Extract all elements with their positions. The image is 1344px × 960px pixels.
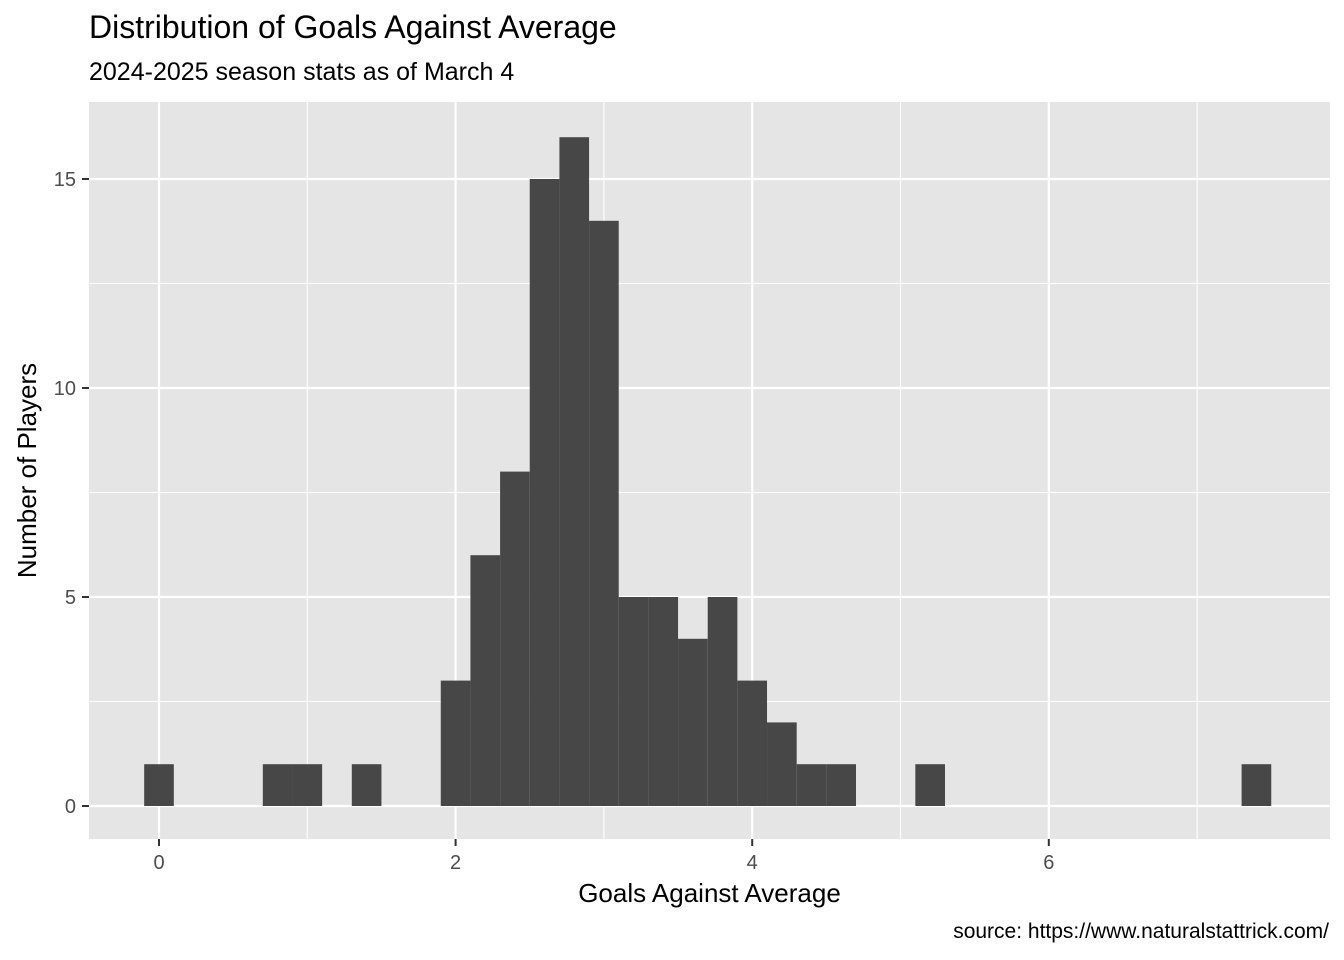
x-tick-label: 4 [747,852,758,874]
histogram-bar [678,638,708,806]
histogram-bar [915,764,945,806]
histogram-bar [470,555,501,806]
chart-title: Distribution of Goals Against Average [89,9,617,45]
y-tick-label: 15 [54,169,76,191]
histogram-bar [440,680,471,806]
histogram-bar [767,722,797,806]
histogram-bar [796,764,827,806]
y-tick-label: 10 [54,378,76,400]
y-axis-title: Number of Players [12,363,42,578]
y-axis: 0 5 10 15 [54,169,89,818]
histogram-bar [559,137,590,806]
histogram-bar [707,597,738,806]
histogram-bar [1241,764,1272,806]
histogram-bars [144,137,1272,807]
histogram-bar [262,764,293,806]
y-tick-label: 5 [65,587,76,609]
histogram-bar [529,179,560,806]
histogram-bar [292,764,323,806]
x-axis-title: Goals Against Average [578,878,841,908]
x-axis: 0 2 4 6 [153,839,1054,874]
histogram-bar [351,764,382,806]
y-tick-label: 0 [65,796,76,818]
histogram-bar [737,680,768,806]
x-tick-label: 0 [153,852,164,874]
histogram-bar [500,471,530,806]
chart-subtitle: 2024-2025 season stats as of March 4 [89,58,515,86]
x-tick-label: 2 [450,852,461,874]
histogram-bar [589,220,619,807]
histogram-bar [648,597,679,806]
histogram-bar [826,764,857,806]
histogram-bar [618,597,649,806]
chart-caption: source: https://www.naturalstattrick.com… [953,920,1329,943]
x-tick-label: 6 [1043,852,1054,874]
histogram-bar [144,764,174,806]
